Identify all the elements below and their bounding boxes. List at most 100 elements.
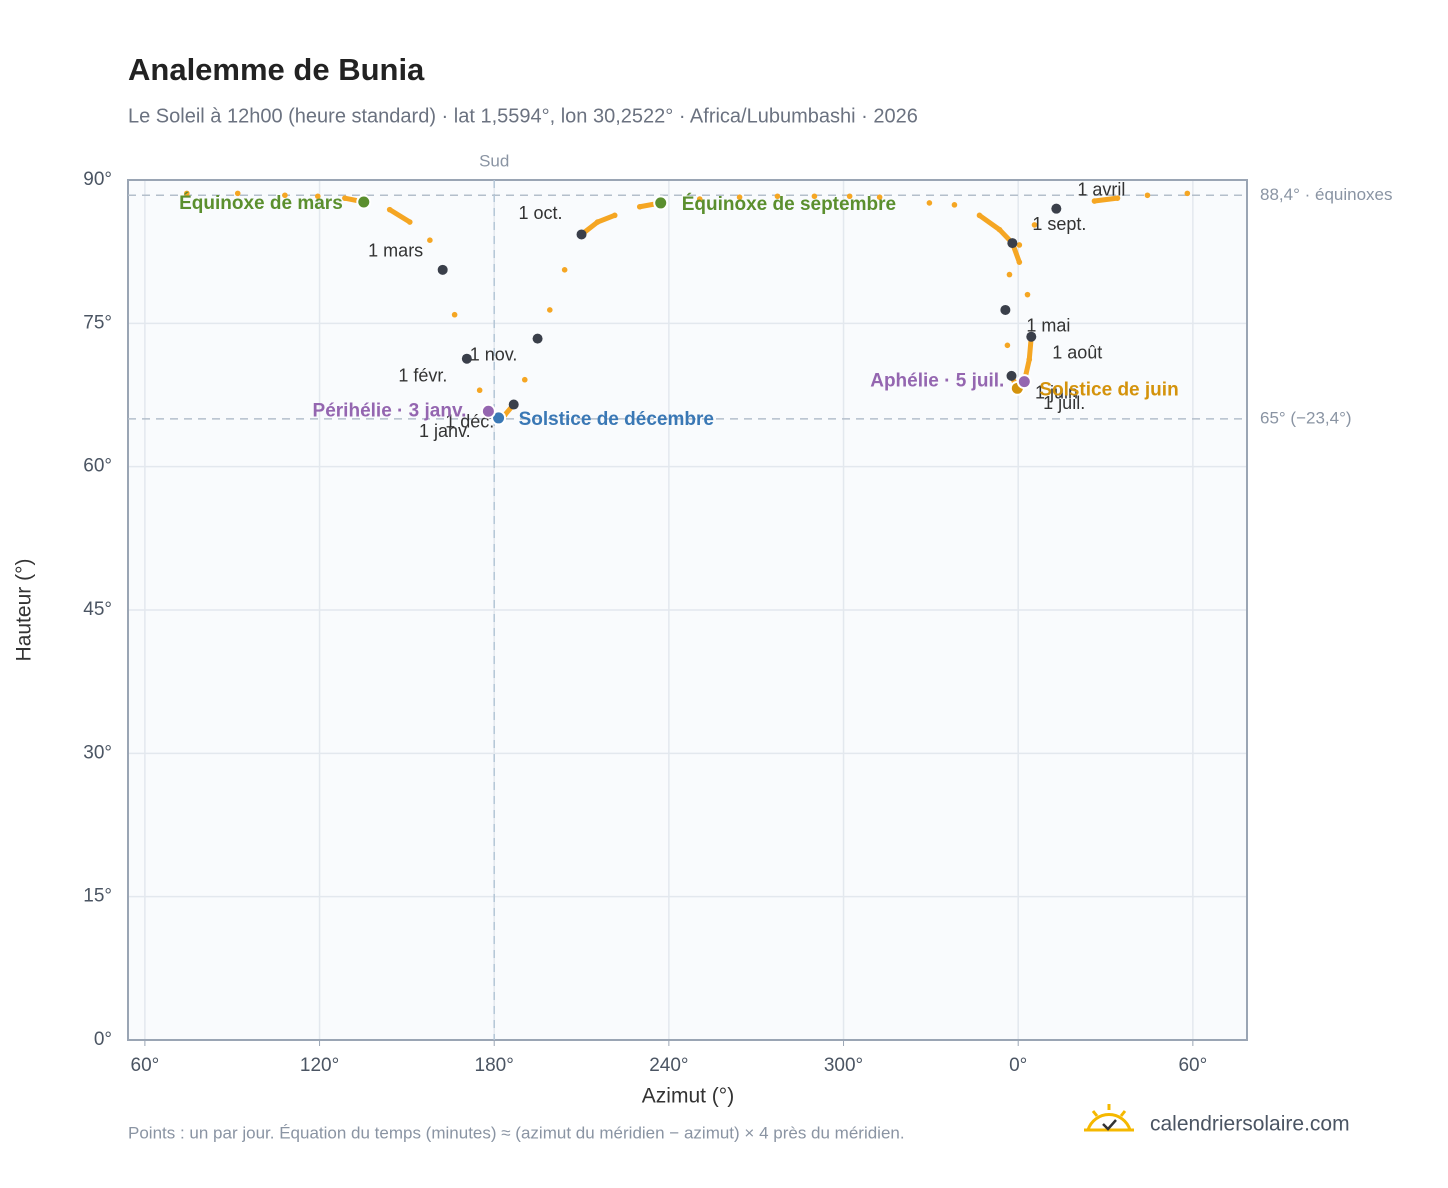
day-point: [976, 212, 983, 219]
day-point: [234, 190, 241, 197]
curve-segment: [595, 212, 618, 225]
day-point: [846, 193, 853, 200]
day-marker-label: 1 mars: [368, 241, 423, 261]
day-marker-label: 1 déc.: [445, 411, 494, 431]
day-point: [736, 194, 743, 200]
day-marker-label: 1 avril: [1077, 179, 1125, 199]
day-marker: [576, 229, 587, 240]
day-point: [636, 203, 643, 210]
day-marker: [1000, 304, 1011, 315]
x-tick-label: 120°: [300, 1055, 339, 1076]
day-marker: [1051, 203, 1062, 214]
day-marker: [508, 399, 519, 410]
day-point: [476, 387, 483, 394]
day-point: [427, 237, 433, 243]
y-tick-label: 60°: [83, 456, 112, 477]
day-marker-label: 1 févr.: [398, 365, 447, 385]
day-marker-label: 1 nov.: [470, 344, 518, 364]
day-point: [876, 194, 883, 200]
reference-label: 65° (−23,4°): [1260, 408, 1352, 427]
x-tick-label: 180°: [475, 1055, 514, 1076]
brand-name: calendriersolaire.com: [1150, 1113, 1350, 1136]
day-marker: [1026, 331, 1037, 342]
plot-border: [127, 179, 1248, 1041]
day-point: [1031, 222, 1038, 228]
day-point: [926, 200, 933, 206]
day-point: [451, 311, 458, 318]
day-point: [547, 307, 553, 313]
day-marker-label: 1 juil.: [1043, 393, 1085, 413]
day-point: [1114, 195, 1121, 201]
y-tick-label: 15°: [83, 886, 112, 907]
day-point: [1024, 291, 1031, 298]
event-marker: [1016, 374, 1032, 390]
x-tick-label: 300°: [824, 1055, 863, 1076]
day-point: [774, 193, 781, 200]
day-point: [1026, 356, 1033, 363]
day-point: [561, 267, 568, 273]
day-point: [696, 196, 703, 202]
y-axis-label: Hauteur (°): [13, 559, 36, 662]
day-point: [521, 376, 528, 383]
reference-label: Sud: [479, 151, 509, 170]
event-label: Aphélie · 5 juil.: [870, 371, 1004, 392]
event-label: Équinoxe de septembre: [682, 193, 896, 215]
event-label: Solstice de décembre: [519, 409, 714, 430]
x-tick-label: 60°: [131, 1055, 160, 1076]
event-marker: [356, 194, 372, 210]
day-point: [342, 195, 348, 201]
footnote: Points : un par jour. Équation du temps …: [128, 1123, 905, 1142]
day-marker: [1007, 238, 1018, 249]
chart-title: Analemme de Bunia: [128, 52, 425, 87]
day-point: [1004, 342, 1011, 349]
y-tick-label: 90°: [83, 169, 112, 190]
day-point: [314, 193, 321, 200]
day-marker: [1006, 370, 1017, 381]
chart-subtitle: Le Soleil à 12h00 (heure standard) · lat…: [128, 105, 918, 127]
day-point: [811, 193, 818, 200]
day-point: [1184, 190, 1191, 197]
event-marker: [491, 410, 507, 426]
day-point: [1006, 271, 1013, 278]
day-marker-label: 1 oct.: [519, 203, 563, 223]
curve-segment: [1091, 195, 1120, 204]
day-point: [406, 219, 413, 225]
y-tick-label: 0°: [94, 1029, 112, 1050]
x-tick-label: 240°: [649, 1055, 688, 1076]
reference-label: 88,4° · équinoxes: [1260, 185, 1393, 204]
x-tick-label: 0°: [1009, 1055, 1027, 1076]
y-tick-label: 45°: [83, 599, 112, 620]
day-point: [996, 226, 1003, 233]
day-point: [1016, 242, 1023, 248]
event-marker: [480, 403, 496, 419]
y-tick-label: 30°: [83, 742, 112, 763]
day-point: [1091, 198, 1098, 204]
day-point: [594, 219, 601, 225]
event-label: Équinoxe de mars: [179, 192, 343, 214]
day-point: [1144, 192, 1151, 199]
day-marker-label: 1 juin: [1035, 383, 1078, 403]
day-point: [282, 192, 288, 199]
day-marker: [532, 333, 543, 344]
day-point: [386, 206, 393, 213]
day-marker-label: 1 mai: [1026, 316, 1070, 336]
day-marker: [437, 264, 448, 275]
day-marker-label: 1 août: [1052, 342, 1102, 362]
brand-logo: [1084, 1104, 1134, 1132]
event-label: Solstice de juin: [1039, 379, 1178, 400]
day-marker: [461, 353, 472, 364]
event-label: Périhélie · 3 janv.: [313, 400, 467, 421]
curve-segment: [387, 207, 413, 225]
day-marker-label: 1 janv.: [419, 421, 471, 441]
day-marker-label: 1 sept.: [1032, 214, 1086, 234]
event-marker: [653, 195, 669, 211]
day-point: [1016, 259, 1023, 265]
day-point: [611, 212, 618, 219]
x-tick-label: 60°: [1178, 1055, 1207, 1076]
curve-segment: [976, 212, 1003, 233]
y-tick-label: 75°: [83, 312, 112, 333]
day-point: [184, 190, 190, 197]
day-point: [951, 202, 958, 208]
